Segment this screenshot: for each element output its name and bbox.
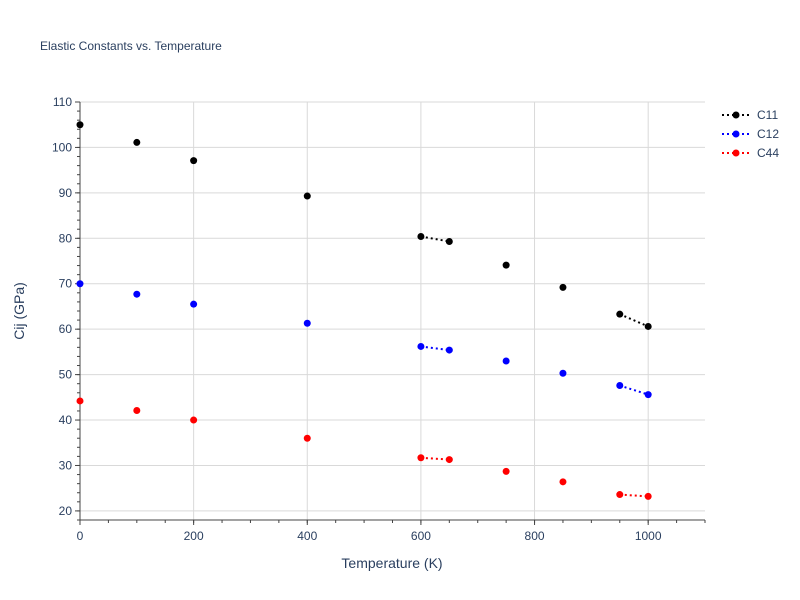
series-line-segment — [619, 493, 649, 498]
data-point[interactable] — [644, 391, 652, 399]
legend-marker — [732, 111, 740, 119]
data-point[interactable] — [76, 121, 84, 129]
data-point[interactable] — [303, 192, 311, 200]
x-axis-title: Temperature (K) — [341, 555, 442, 571]
data-point[interactable] — [417, 454, 425, 462]
legend-item-c44[interactable]: C44 — [722, 146, 779, 160]
legend-label: C11 — [757, 108, 778, 122]
y-tick-label: 50 — [59, 368, 73, 382]
x-tick-label: 0 — [77, 529, 84, 543]
x-tick-label: 800 — [525, 529, 545, 543]
data-point[interactable] — [502, 467, 510, 475]
data-point[interactable] — [644, 322, 652, 330]
series-c11 — [76, 121, 652, 330]
y-tick-label: 60 — [59, 322, 73, 336]
data-point[interactable] — [559, 283, 567, 291]
legend[interactable]: C11 C12 C44 — [722, 108, 779, 160]
y-tick-labels: 20 30 40 50 60 70 80 90 100 110 — [52, 95, 72, 518]
y-tick-label: 100 — [52, 140, 72, 154]
data-point[interactable] — [133, 290, 141, 298]
data-point[interactable] — [303, 434, 311, 442]
x-tick-label: 1000 — [635, 529, 662, 543]
x-tick-label: 200 — [184, 529, 204, 543]
data-point[interactable] — [190, 157, 198, 165]
series-c44 — [76, 397, 652, 500]
legend-item-c11[interactable]: C11 — [722, 108, 778, 122]
data-point[interactable] — [133, 138, 141, 146]
data-point[interactable] — [445, 237, 453, 245]
y-tick-label: 20 — [59, 504, 73, 518]
data-point[interactable] — [445, 346, 453, 354]
series-line-segment — [619, 313, 649, 328]
data-point[interactable] — [417, 342, 425, 350]
y-tick-label: 30 — [59, 458, 73, 472]
legend-marker — [732, 130, 740, 138]
data-point[interactable] — [559, 369, 567, 377]
data-point[interactable] — [644, 492, 652, 500]
data-point[interactable] — [502, 357, 510, 365]
y-tick-label: 110 — [53, 95, 72, 109]
y-tick-label: 40 — [59, 413, 73, 427]
data-point[interactable] — [445, 456, 453, 464]
grid — [79, 101, 705, 520]
data-point[interactable] — [76, 280, 84, 288]
chart-title: Elastic Constants vs. Temperature — [40, 39, 222, 53]
x-tick-labels: 0 200 400 600 800 1000 — [77, 529, 662, 543]
legend-label: C44 — [757, 146, 779, 160]
legend-marker — [732, 149, 740, 157]
legend-item-c12[interactable]: C12 — [722, 127, 779, 141]
series-c12 — [76, 280, 652, 399]
y-tick-label: 90 — [59, 186, 73, 200]
data-point[interactable] — [616, 382, 624, 390]
data-point[interactable] — [76, 397, 84, 405]
series-line-segment — [420, 235, 450, 243]
y-tick-label: 70 — [59, 277, 73, 291]
series-line-segment — [420, 345, 450, 352]
data-point[interactable] — [616, 310, 624, 318]
y-tick-label: 80 — [59, 231, 73, 245]
data-point[interactable] — [559, 478, 567, 486]
data-point[interactable] — [190, 416, 198, 424]
data-point[interactable] — [616, 491, 624, 499]
axes — [75, 101, 706, 525]
data-point[interactable] — [190, 300, 198, 308]
legend-label: C12 — [757, 127, 779, 141]
series-line-segment — [619, 384, 649, 396]
data-point[interactable] — [417, 232, 425, 240]
data-point[interactable] — [133, 407, 141, 415]
series-line-segment — [420, 456, 450, 461]
x-tick-label: 400 — [297, 529, 317, 543]
data-point[interactable] — [303, 319, 311, 327]
y-axis-title: Cij (GPa) — [11, 282, 27, 340]
data-point[interactable] — [502, 261, 510, 269]
series-layer — [76, 121, 652, 500]
x-tick-label: 600 — [411, 529, 431, 543]
